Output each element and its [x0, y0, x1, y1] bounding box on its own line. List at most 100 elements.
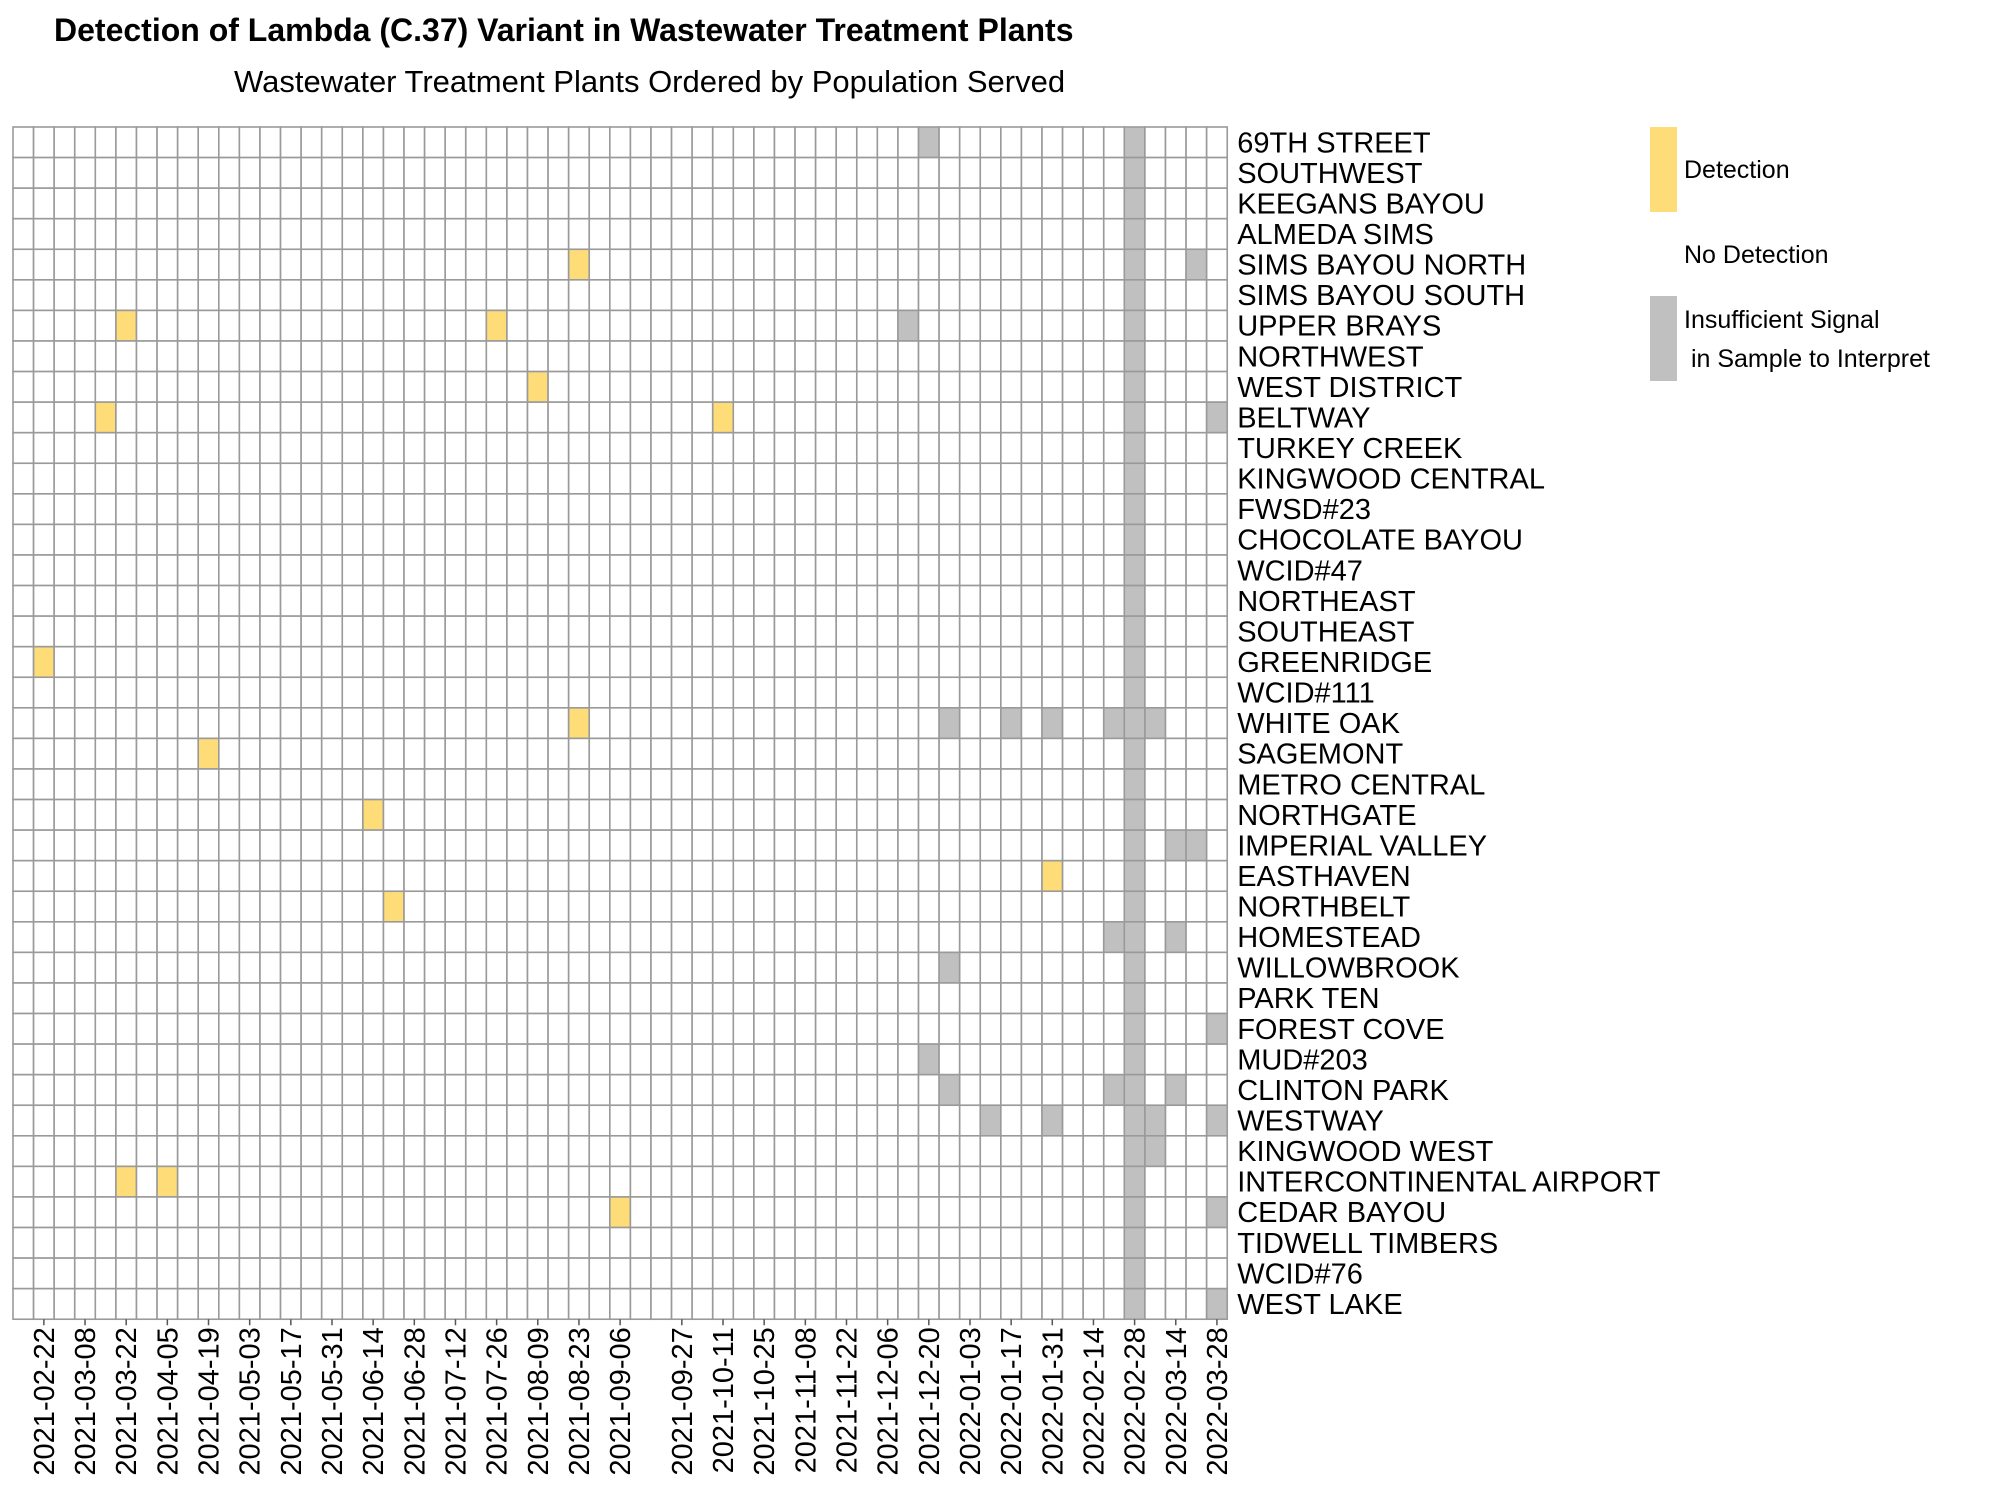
heatmap-cell — [609, 1196, 632, 1229]
heatmap-cell — [691, 462, 714, 495]
heatmap-cell — [1082, 1073, 1105, 1107]
heatmap-cell — [1102, 187, 1126, 220]
heatmap-cell — [609, 1165, 632, 1198]
heatmap-cell — [1205, 921, 1229, 954]
heatmap-cell — [444, 126, 467, 159]
heatmap-cell — [135, 554, 158, 587]
heatmap-cell — [197, 523, 220, 556]
heatmap-cell — [1164, 768, 1187, 801]
heatmap-cell — [773, 859, 796, 893]
heatmap-cell — [1000, 829, 1023, 862]
heatmap-cell — [238, 737, 261, 770]
heatmap-cell — [773, 401, 796, 434]
x-axis-tick-label: 2021-04-19 — [194, 1327, 226, 1475]
heatmap-cell — [773, 645, 796, 679]
heatmap-cell — [1000, 859, 1023, 893]
heatmap-cell — [897, 859, 920, 893]
heatmap-cell — [609, 1257, 632, 1290]
heatmap-cell — [94, 859, 117, 893]
heatmap-cell — [670, 1165, 693, 1198]
heatmap-cell — [279, 798, 302, 831]
heatmap-cell — [53, 615, 76, 648]
heatmap-cell — [156, 615, 179, 648]
heatmap-cell — [73, 859, 97, 893]
heatmap-cell — [917, 340, 940, 373]
heatmap-cell — [629, 768, 652, 801]
heatmap-cell — [711, 554, 735, 587]
heatmap-cell — [115, 1073, 138, 1107]
heatmap-cell — [629, 584, 652, 617]
heatmap-cell — [1061, 493, 1084, 526]
heatmap-cell — [897, 615, 920, 648]
heatmap-cell — [835, 1257, 858, 1290]
heatmap-cell — [897, 126, 920, 159]
heatmap-cell — [835, 921, 858, 954]
heatmap-cell — [506, 737, 529, 770]
heatmap-cell — [218, 859, 241, 893]
heatmap-cell — [1041, 493, 1064, 526]
heatmap-cell — [588, 1226, 611, 1259]
heatmap-cell — [670, 462, 693, 495]
heatmap-cell — [403, 554, 426, 587]
heatmap-cell — [115, 615, 138, 648]
heatmap-cell — [197, 707, 220, 740]
heatmap-cell — [588, 1287, 611, 1321]
heatmap-cell — [1041, 431, 1064, 465]
heatmap-cell — [341, 798, 364, 831]
heatmap-cell — [567, 890, 591, 923]
heatmap-cell — [53, 370, 76, 403]
heatmap-cell — [526, 798, 549, 831]
heatmap-cell — [876, 676, 899, 709]
heatmap-cell — [794, 554, 817, 587]
heatmap-cell — [526, 1073, 549, 1107]
heatmap-cell — [135, 1226, 158, 1259]
heatmap-cell — [753, 340, 776, 373]
heatmap-cell — [794, 340, 817, 373]
heatmap-cell — [753, 859, 776, 893]
heatmap-cell — [753, 126, 776, 159]
heatmap-cell — [1164, 1073, 1187, 1107]
heatmap-cell — [753, 156, 776, 189]
heatmap-cell — [320, 1226, 344, 1259]
heatmap-cell — [526, 1135, 549, 1168]
heatmap-cell — [650, 462, 673, 495]
heatmap-cell — [1205, 737, 1229, 770]
heatmap-cell — [547, 1135, 570, 1168]
heatmap-cell — [732, 523, 755, 556]
heatmap-cell — [1020, 615, 1043, 648]
heatmap-cell — [279, 187, 302, 220]
heatmap-cell — [197, 1012, 220, 1045]
heatmap-cell — [938, 493, 961, 526]
heatmap-cell — [1164, 217, 1187, 251]
heatmap-cell — [670, 737, 693, 770]
heatmap-cell — [691, 645, 714, 679]
heatmap-cell — [1164, 921, 1187, 954]
heatmap-cell — [197, 921, 220, 954]
heatmap-cell — [135, 126, 158, 159]
heatmap-cell — [238, 584, 261, 617]
heatmap-cell — [1000, 982, 1023, 1015]
heatmap-cell — [506, 523, 529, 556]
heatmap-cell — [629, 462, 652, 495]
heatmap-cell — [176, 401, 200, 434]
y-axis-label: KINGWOOD CENTRAL — [1237, 464, 1545, 496]
heatmap-cell — [94, 431, 117, 465]
heatmap-cell — [547, 768, 570, 801]
heatmap-cell — [135, 921, 158, 954]
heatmap-cell — [362, 523, 385, 556]
heatmap-cell — [135, 1104, 158, 1137]
heatmap-cell — [73, 401, 97, 434]
heatmap-cell — [320, 554, 344, 587]
heatmap-cell — [958, 1196, 982, 1229]
heatmap-cell — [979, 890, 1002, 923]
heatmap-cell — [794, 156, 817, 189]
heatmap-cell — [1020, 401, 1043, 434]
heatmap-cell — [1061, 1257, 1084, 1290]
x-axis-tick-label: 2021-05-17 — [276, 1327, 308, 1475]
heatmap-cell — [814, 1287, 837, 1321]
heatmap-cell — [526, 1257, 549, 1290]
heatmap-cell — [917, 951, 940, 984]
heatmap-cell — [650, 156, 673, 189]
heatmap-cell — [12, 431, 35, 465]
y-axis-label: SOUTHWEST — [1237, 158, 1423, 190]
